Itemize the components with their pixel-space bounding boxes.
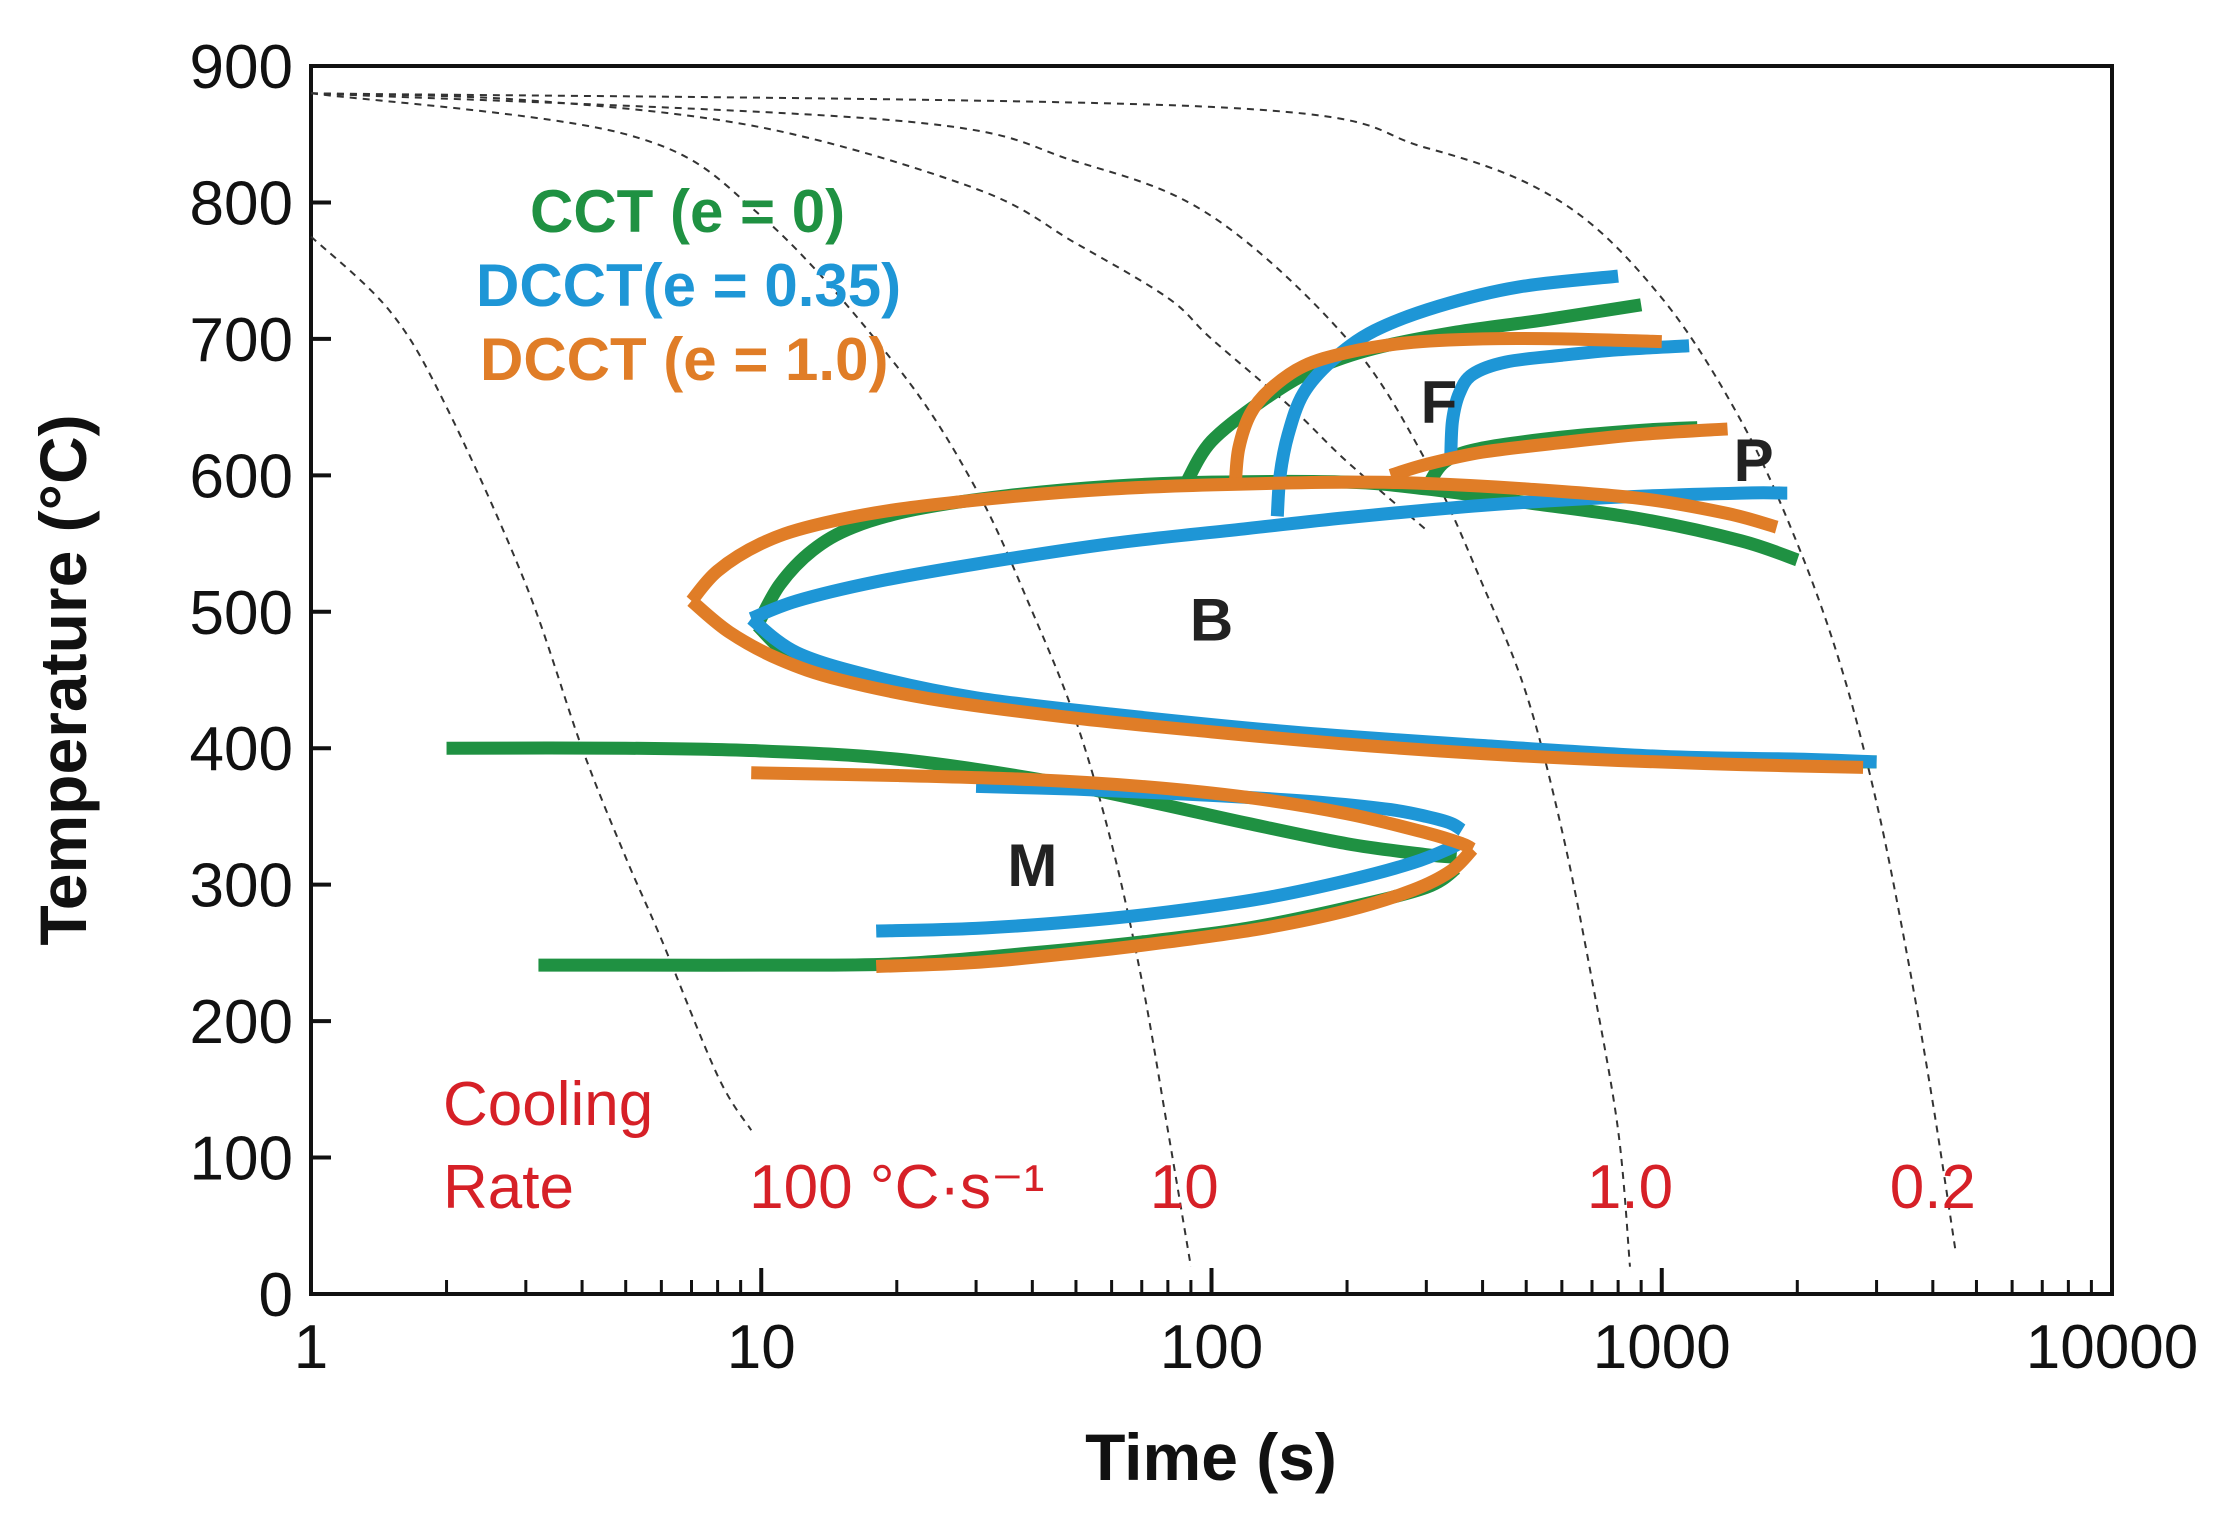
cooling-rate-value-label: 10	[1150, 1153, 1219, 1222]
cooling-rate-curves	[310, 92, 1957, 1267]
legend-cct: CCT (e = 0)	[530, 178, 845, 245]
series-line	[1228, 331, 1662, 483]
cooling-curve	[310, 235, 753, 1131]
series-line	[1444, 339, 1690, 456]
series-line	[1388, 422, 1728, 482]
cooling-curve	[310, 92, 1192, 1267]
y-tick-label: 500	[190, 579, 293, 648]
y-tick-label: 800	[190, 169, 293, 238]
y-axis-title: Temperature (°C)	[26, 414, 100, 945]
cooling-curve	[310, 92, 1631, 1267]
y-tick-label: 300	[190, 852, 293, 921]
cooling-rate-value-label: 100 °C·s⁻¹	[749, 1153, 1044, 1222]
cooling-rate-value-label: 1.0	[1587, 1153, 1673, 1222]
region-label: B	[1190, 587, 1233, 654]
y-tick-label: 200	[190, 988, 293, 1057]
region-label: M	[1007, 832, 1057, 899]
series-line	[1180, 298, 1643, 486]
x-tick-label: 10000	[2026, 1313, 2198, 1382]
cooling-curve	[310, 92, 1957, 1254]
phase-region-labels: F P B M	[1007, 368, 1773, 899]
cooling-rate-labels: 100 °C·s⁻¹ 10 1.0 0.2	[749, 1153, 1976, 1222]
x-tick-label: 10	[727, 1313, 796, 1382]
region-label: F	[1421, 368, 1458, 435]
legend-dcct-035: DCCT(e = 0.35)	[476, 252, 901, 319]
series-line	[687, 595, 1864, 774]
legend-dcct-10: DCCT (e = 1.0)	[480, 326, 888, 393]
x-axis-title: Time (s)	[1085, 1420, 1337, 1494]
series-line	[875, 844, 1478, 974]
axes: 0 100 200 300 400 500 600 700 800 900 1 10 100 1000 10…	[190, 33, 2199, 1382]
series-line	[686, 475, 1779, 606]
transformation-series	[446, 269, 1877, 974]
y-tick-label: 600	[190, 442, 293, 511]
cooling-curve	[310, 92, 1427, 531]
cooling-rate-caption-line2: Rate	[443, 1153, 574, 1222]
y-tick-label: 0	[259, 1261, 293, 1330]
region-label: P	[1734, 427, 1774, 494]
cooling-rate-value-label: 0.2	[1890, 1153, 1976, 1222]
cooling-rate-caption-line1: Cooling	[443, 1070, 653, 1139]
series-line	[876, 835, 1466, 938]
y-tick-label: 100	[190, 1125, 293, 1194]
y-tick-label: 900	[190, 33, 293, 102]
y-tick-label: 700	[190, 306, 293, 375]
series-line	[751, 766, 1476, 855]
x-tick-label: 1000	[1593, 1313, 1731, 1382]
x-tick-label: 1	[294, 1313, 328, 1382]
x-tick-label: 100	[1160, 1313, 1263, 1382]
y-tick-label: 400	[190, 715, 293, 784]
